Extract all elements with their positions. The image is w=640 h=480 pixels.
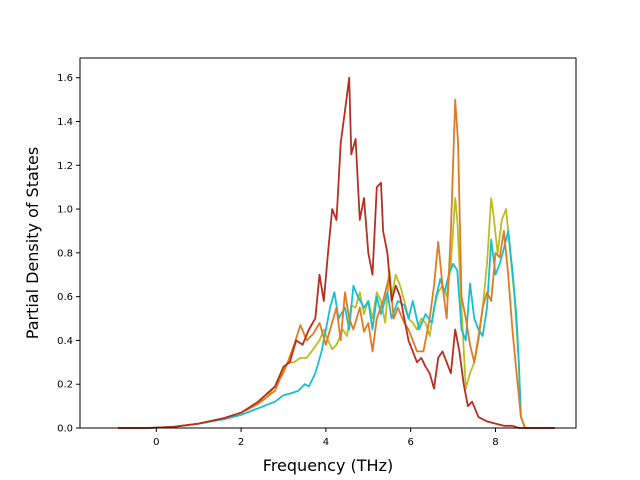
- y-axis: 0.0 0.2 0.4 0.6 0.8 1.0 1.2 1.4 1.6: [57, 73, 80, 435]
- x-axis: 0 2 4 6 8: [153, 428, 499, 448]
- y-axis-label: Partial Density of States: [23, 147, 42, 339]
- y-tick-label: 1.6: [57, 73, 73, 84]
- x-tick-label: 8: [492, 437, 498, 448]
- plot-area-frame: [79, 57, 577, 429]
- x-tick-label: 6: [407, 437, 413, 448]
- y-tick-label: 0.8: [57, 248, 73, 259]
- x-tick-label: 0: [153, 437, 159, 448]
- y-tick-label: 1.4: [57, 117, 73, 128]
- y-tick-label: 1.2: [57, 161, 73, 172]
- y-tick-label: 0.4: [57, 336, 73, 347]
- series-line-4: [118, 76, 555, 429]
- series-line-1: [118, 197, 555, 429]
- x-tick-label: 4: [323, 437, 329, 448]
- x-axis-label: Frequency (THz): [263, 456, 393, 475]
- series-layer: [118, 76, 555, 429]
- y-tick-label: 0.6: [57, 292, 73, 303]
- y-tick-label: 1.0: [57, 205, 73, 216]
- y-tick-label: 0.0: [57, 424, 73, 435]
- x-tick-label: 2: [238, 437, 244, 448]
- y-tick-label: 0.2: [57, 380, 73, 391]
